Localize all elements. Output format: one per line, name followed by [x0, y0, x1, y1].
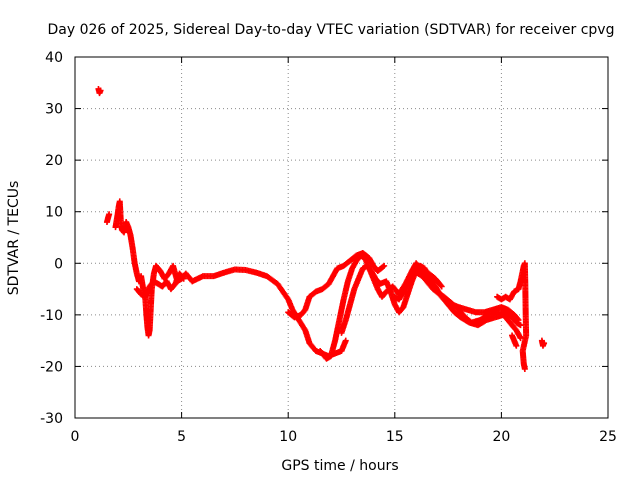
y-tick-label: 20: [45, 153, 63, 169]
axis-ticks: [74, 56, 609, 419]
data-point: [380, 263, 387, 270]
x-tick-label: 20: [492, 429, 510, 445]
plot-frame: [74, 56, 609, 419]
chart-title: Day 026 of 2025, Sidereal Day-to-day VTE…: [48, 22, 615, 38]
data-point: [179, 274, 186, 281]
y-tick-label: -30: [40, 411, 63, 427]
data-points: [95, 85, 548, 373]
data-point: [97, 87, 104, 94]
data-point: [517, 322, 524, 329]
data-point: [437, 282, 444, 289]
data-point: [513, 342, 520, 349]
y-tick-label: -10: [40, 308, 63, 324]
y-tick-label: 10: [45, 205, 63, 221]
data-point: [515, 317, 522, 324]
x-tick-label: 10: [279, 429, 297, 445]
y-tick-label: 30: [45, 102, 63, 118]
data-point: [521, 366, 528, 373]
data-point: [106, 211, 113, 218]
grid: [75, 57, 608, 418]
y-tick-label: -20: [40, 359, 63, 375]
x-tick-labels: 0 5 10 15 20 25: [71, 429, 617, 445]
data-point: [342, 337, 349, 344]
x-axis-label: GPS time / hours: [281, 458, 398, 474]
y-tick-label: 0: [54, 256, 63, 272]
y-tick-label: 40: [45, 50, 63, 66]
y-tick-labels: -30 -20 -10 0 10 20 30 40: [40, 50, 63, 427]
data-point: [541, 340, 548, 347]
y-axis-label: SDTVAR / TECUs: [6, 181, 22, 296]
data-point: [381, 262, 388, 269]
data-point: [180, 275, 187, 282]
x-tick-label: 15: [386, 429, 404, 445]
data-point: [438, 283, 445, 290]
x-tick-label: 0: [71, 429, 80, 445]
data-point: [514, 315, 521, 322]
x-tick-label: 5: [177, 429, 186, 445]
x-tick-label: 25: [599, 429, 617, 445]
